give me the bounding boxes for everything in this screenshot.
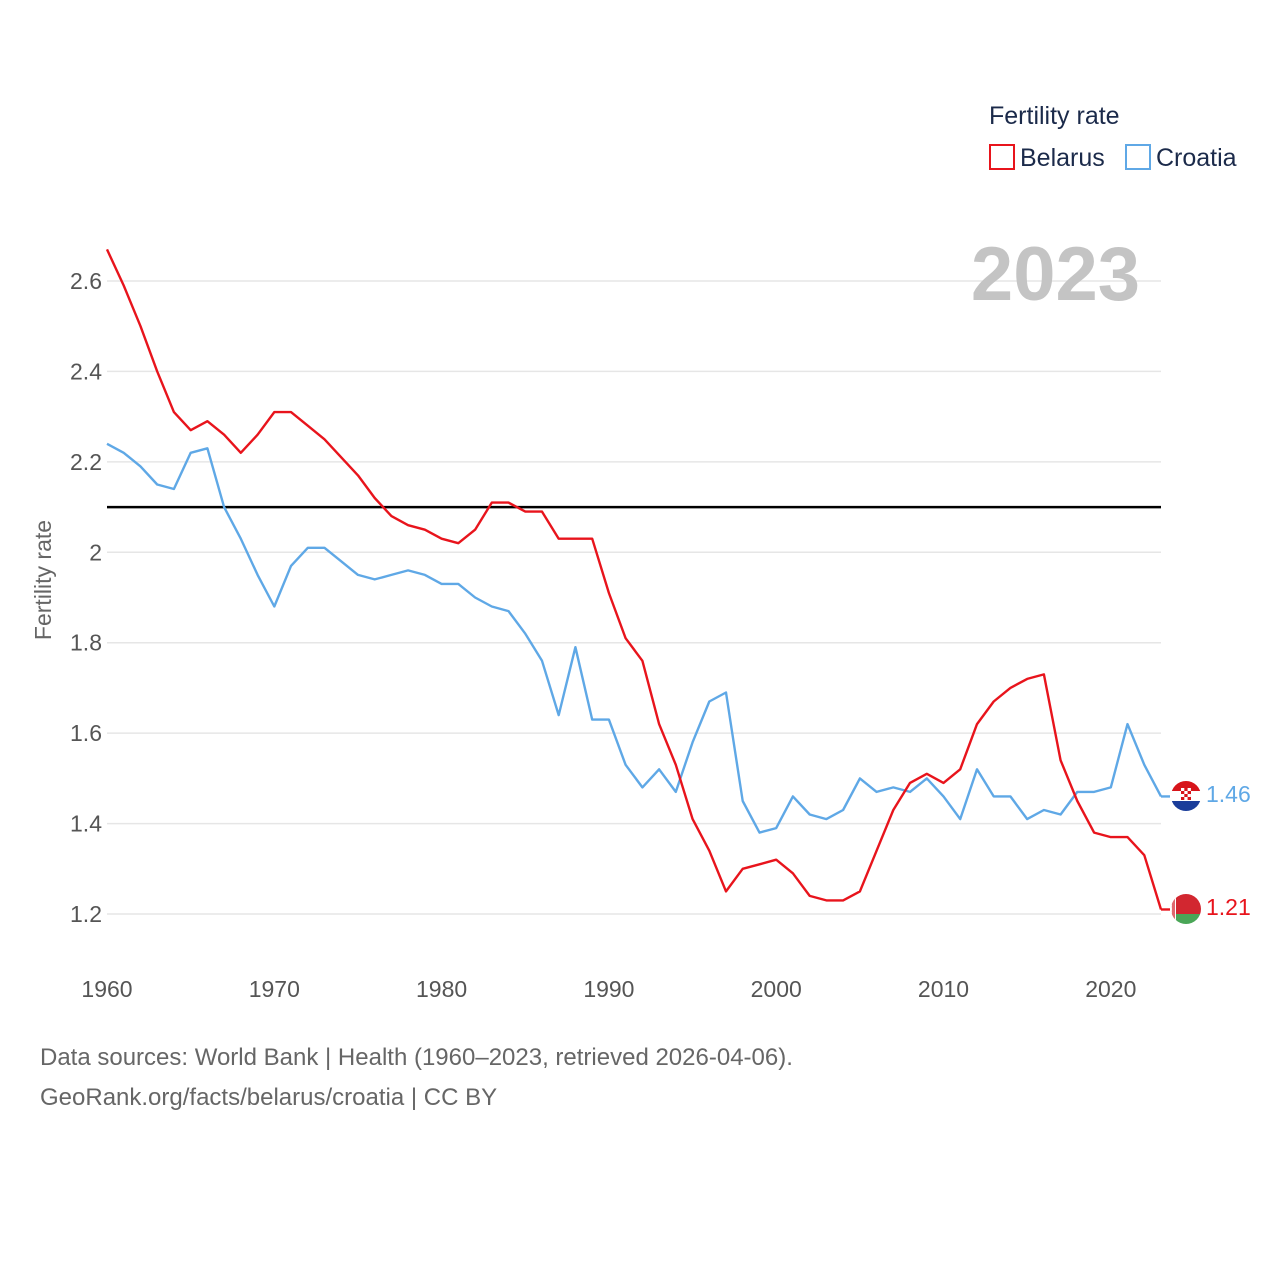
y-tick-label: 2 [89, 539, 102, 565]
end-value-belarus: 1.21 [1206, 894, 1251, 920]
source-url[interactable]: GeoRank.org/facts/belarus/croatia | CC B… [40, 1084, 498, 1111]
end-markers [1161, 795, 1170, 911]
series-line-croatia [106, 442, 1163, 834]
source-line: Data sources: World Bank | Health (1960–… [40, 1044, 793, 1071]
legend-swatch-belarus[interactable] [989, 144, 1015, 170]
y-tick-label: 2.4 [70, 358, 102, 384]
x-tick-label: 1980 [416, 976, 467, 1002]
y-axis-label: Fertility rate [30, 520, 56, 640]
legend: Fertility rate Belarus Croatia [989, 102, 1237, 172]
x-tick-label: 1970 [249, 976, 300, 1002]
x-tick-label: 1990 [583, 976, 634, 1002]
x-tick-label: 2020 [1085, 976, 1136, 1002]
x-axis-ticks: 1960 1970 1980 1990 2000 2010 2020 [81, 976, 1136, 1002]
y-tick-label: 2.6 [70, 268, 102, 294]
series-lines [105, 248, 1163, 910]
y-tick-label: 1.6 [70, 720, 102, 746]
year-label: 2023 [971, 232, 1140, 317]
belarus-flag-icon [1171, 894, 1201, 924]
legend-label-croatia[interactable]: Croatia [1156, 144, 1237, 172]
end-value-croatia: 1.46 [1206, 781, 1251, 807]
legend-label-belarus[interactable]: Belarus [1020, 144, 1105, 172]
x-tick-label: 1960 [81, 976, 132, 1002]
legend-title: Fertility rate [989, 102, 1120, 130]
series-line-belarus [105, 248, 1163, 910]
legend-swatch-croatia[interactable] [1125, 144, 1151, 170]
x-tick-label: 2010 [918, 976, 969, 1002]
y-tick-label: 1.8 [70, 630, 102, 656]
y-tick-label: 1.2 [70, 901, 102, 927]
y-tick-label: 1.4 [70, 811, 102, 837]
gridlines [107, 280, 1161, 915]
y-tick-label: 2.2 [70, 449, 102, 475]
x-tick-label: 2000 [751, 976, 802, 1002]
y-axis-ticks: 1.2 1.4 1.6 1.8 2 2.2 2.4 2.6 [70, 268, 102, 927]
croatia-flag-icon [1171, 781, 1201, 811]
